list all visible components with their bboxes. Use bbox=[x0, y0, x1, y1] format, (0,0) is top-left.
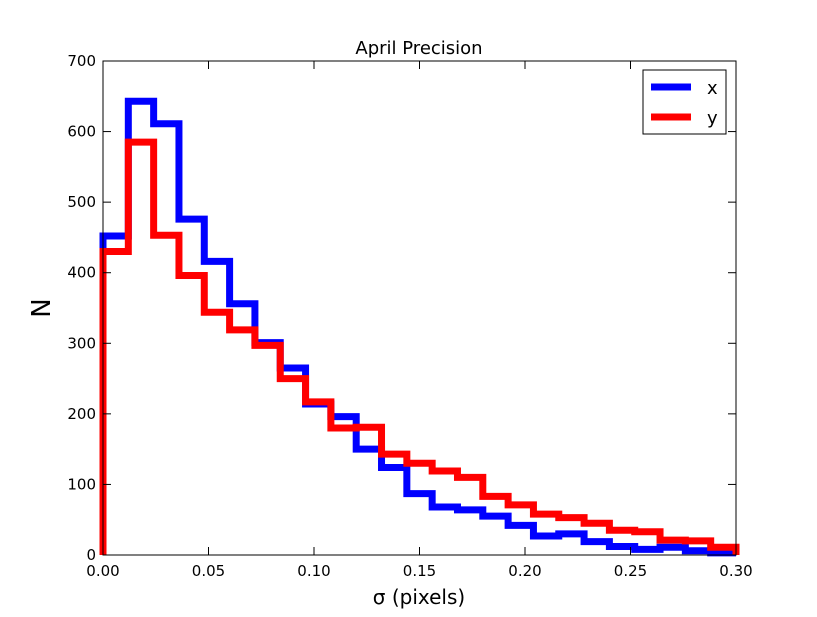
chart-title: April Precision bbox=[355, 38, 482, 59]
x-tick-label: 0.15 bbox=[403, 562, 436, 580]
x-tick-label: 0.25 bbox=[614, 562, 647, 580]
y-tick-label: 100 bbox=[67, 475, 96, 493]
y-axis-label: N bbox=[27, 298, 57, 317]
x-tick-label: 0.05 bbox=[192, 562, 225, 580]
legend: x y bbox=[642, 69, 727, 135]
series-layer bbox=[99, 97, 740, 557]
y-tick-label: 300 bbox=[67, 334, 96, 352]
x-tick-label: 0.10 bbox=[297, 562, 330, 580]
legend-box bbox=[642, 69, 727, 135]
y-tick-label: 700 bbox=[67, 52, 96, 70]
y-tick-label: 600 bbox=[67, 123, 96, 141]
x-tick-label: 0.30 bbox=[719, 562, 752, 580]
y-tick-label: 0 bbox=[86, 546, 96, 564]
legend-entry-x: x bbox=[707, 78, 718, 99]
y-tick-label: 400 bbox=[67, 264, 96, 282]
ticks-layer: 0.00 0.05 0.10 0.15 0.20 0.25 0.30 0 100 200 300 40… bbox=[67, 52, 752, 580]
y-tick-label: 500 bbox=[67, 193, 96, 211]
y-tick-label: 200 bbox=[67, 405, 96, 423]
legend-entry-y: y bbox=[707, 108, 718, 129]
x-axis-label: σ (pixels) bbox=[373, 585, 465, 609]
series-y-step-line bbox=[99, 138, 740, 555]
x-tick-label: 0.20 bbox=[508, 562, 541, 580]
series-x-step-line bbox=[99, 97, 740, 557]
x-tick-label: 0.00 bbox=[86, 562, 119, 580]
